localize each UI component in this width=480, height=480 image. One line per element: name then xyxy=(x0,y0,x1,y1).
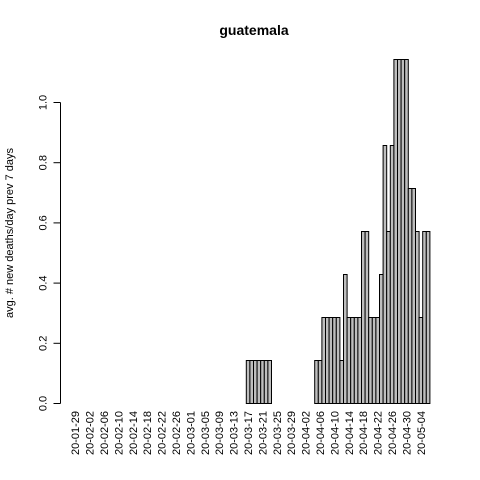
x-tick-label: 20-05-04 xyxy=(416,411,428,455)
bar xyxy=(382,145,388,404)
bar xyxy=(375,317,380,404)
x-tick-label: 20-02-26 xyxy=(171,411,183,455)
bar xyxy=(397,59,402,404)
x-tick-label: 20-02-22 xyxy=(157,411,169,455)
bar xyxy=(418,317,424,404)
bar xyxy=(389,145,395,404)
bar xyxy=(393,59,398,404)
x-tick-label: 20-04-10 xyxy=(329,411,341,455)
x-tick-label: 20-03-29 xyxy=(286,411,298,455)
x-tick-label: 20-04-06 xyxy=(315,411,327,455)
bar xyxy=(422,231,427,404)
x-tick-label: 20-02-14 xyxy=(128,411,140,455)
bar xyxy=(249,360,254,404)
y-tick-label: 1.0 xyxy=(37,95,49,110)
bar xyxy=(328,317,334,404)
y-tick-label: 0.6 xyxy=(37,215,49,230)
x-tick-label: 20-04-30 xyxy=(401,411,413,455)
bar xyxy=(407,188,413,404)
x-tick-label: 20-02-18 xyxy=(142,411,154,455)
x-tick-label: 20-01-29 xyxy=(70,411,82,455)
bar xyxy=(253,360,258,404)
x-tick-label: 20-03-05 xyxy=(200,411,212,455)
x-tick-label: 20-04-26 xyxy=(387,411,399,455)
y-tick-label: 0.8 xyxy=(37,155,49,170)
bar xyxy=(364,231,370,404)
x-tick-label: 20-03-01 xyxy=(185,411,197,455)
x-tick-label: 20-03-09 xyxy=(214,411,226,455)
bar xyxy=(335,317,341,404)
bar xyxy=(371,317,377,404)
bar xyxy=(332,317,337,404)
bar xyxy=(325,317,330,404)
bar xyxy=(379,274,384,404)
bar xyxy=(256,360,262,404)
bars-group xyxy=(245,59,431,404)
bar xyxy=(368,317,373,404)
bar xyxy=(263,360,269,404)
y-tick-label: 0.0 xyxy=(37,396,49,411)
bar xyxy=(425,231,431,404)
bar xyxy=(411,188,416,404)
x-tick-label: 20-02-02 xyxy=(85,411,97,455)
x-tick-label: 20-04-18 xyxy=(358,411,370,455)
x-tick-label: 20-03-21 xyxy=(257,411,269,455)
bar xyxy=(317,360,323,404)
bar xyxy=(404,59,409,404)
chart-title: guatemala xyxy=(219,22,288,38)
bar xyxy=(343,274,348,404)
x-tick-label: 20-02-06 xyxy=(99,411,111,455)
bar xyxy=(350,317,355,404)
y-tick-label: 0.4 xyxy=(37,275,49,290)
x-tick-label: 20-02-10 xyxy=(113,411,125,455)
bar xyxy=(386,231,391,404)
bar xyxy=(415,231,420,404)
bar xyxy=(400,59,406,404)
x-tick-label: 20-03-17 xyxy=(243,411,255,455)
y-tick-label: 0.2 xyxy=(37,336,49,351)
y-axis: 0.0 0.2 0.4 0.6 0.8 1.0 xyxy=(37,95,61,411)
bar xyxy=(353,317,359,404)
x-tick-label: 20-04-14 xyxy=(344,411,356,455)
x-tick-label: 20-03-25 xyxy=(272,411,284,455)
bar xyxy=(267,360,272,404)
bar xyxy=(339,360,344,404)
x-tick-label: 20-04-02 xyxy=(301,411,313,455)
bar xyxy=(321,317,326,404)
bar xyxy=(346,317,352,404)
bar xyxy=(357,317,362,404)
x-axis: 20-01-29 20-02-02 20-02-06 20-02-10 20-02-14… xyxy=(70,411,428,455)
bar xyxy=(260,360,265,404)
y-axis-label: avg. # new deaths/day prev 7 days xyxy=(4,148,16,318)
x-tick-label: 20-04-22 xyxy=(373,411,385,455)
bar xyxy=(245,360,251,404)
bar xyxy=(314,360,319,404)
x-tick-label: 20-03-13 xyxy=(229,411,241,455)
bar xyxy=(361,231,366,404)
